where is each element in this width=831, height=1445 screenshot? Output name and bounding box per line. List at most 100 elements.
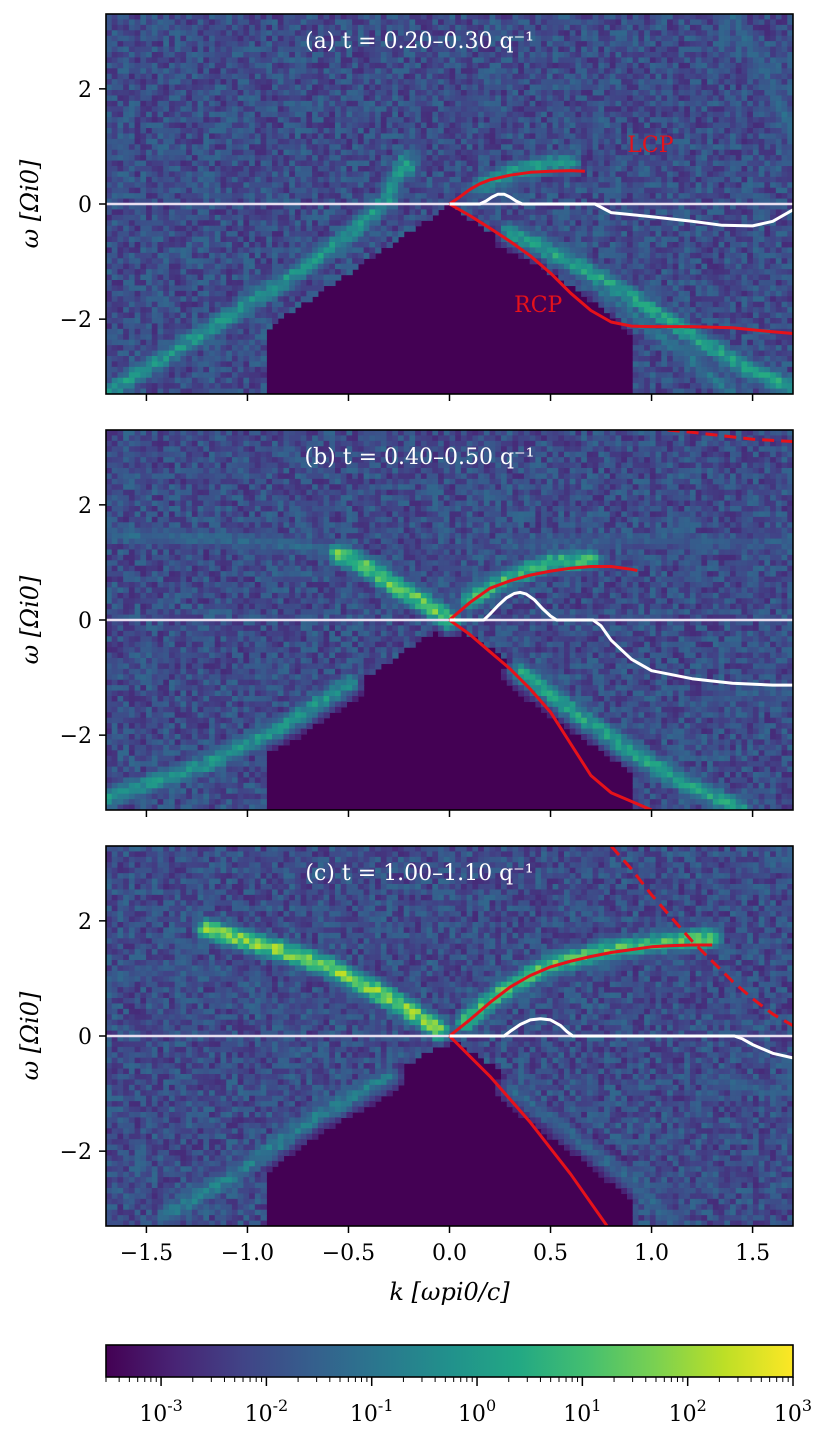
heatmap-cell <box>117 79 124 86</box>
heatmap-cell <box>163 166 170 173</box>
heatmap-cell <box>146 350 153 357</box>
heatmap-cell <box>415 100 422 107</box>
heatmap-cell <box>386 46 393 53</box>
heatmap-cell <box>226 187 233 194</box>
heatmap-cell <box>146 269 153 276</box>
heatmap-cell <box>621 285 628 292</box>
heatmap-cell <box>426 111 433 118</box>
heatmap-cell <box>226 100 233 107</box>
heatmap-cell <box>220 193 227 200</box>
heatmap-cell <box>552 171 559 178</box>
heatmap-cell <box>128 198 136 205</box>
heatmap-cell <box>415 122 422 129</box>
heatmap-cell <box>495 68 502 75</box>
heatmap-cell <box>420 187 428 194</box>
heatmap-cell <box>518 209 525 216</box>
heatmap-cell <box>214 263 222 270</box>
heatmap-cell <box>369 46 376 53</box>
heatmap-cell <box>529 144 536 151</box>
heatmap-cell <box>569 24 577 31</box>
heatmap-cell <box>323 280 330 287</box>
heatmap-cell <box>352 149 359 156</box>
heatmap-cell <box>117 328 124 335</box>
heatmap-cell <box>598 209 605 216</box>
heatmap-cell <box>151 366 159 373</box>
heatmap-cell <box>621 290 628 297</box>
heatmap-cell <box>375 182 382 189</box>
heatmap-cell <box>237 356 244 363</box>
heatmap-cell <box>621 236 628 243</box>
heatmap-cell <box>123 290 130 297</box>
heatmap-cell <box>483 193 491 200</box>
heatmap-cell <box>363 166 370 173</box>
heatmap-cell <box>243 290 250 297</box>
heatmap-cell <box>140 166 147 173</box>
heatmap-cell <box>111 301 119 308</box>
heatmap-cell <box>157 79 164 86</box>
heatmap-cell <box>106 334 113 341</box>
heatmap-cell <box>535 35 542 42</box>
heatmap-cell <box>420 171 428 178</box>
heatmap-cell <box>375 46 382 53</box>
heatmap-cell <box>163 252 170 259</box>
heatmap-cell <box>592 133 599 140</box>
heatmap-cell <box>323 19 330 26</box>
heatmap-cell <box>214 35 222 42</box>
heatmap-cell <box>237 84 244 91</box>
heatmap-cell <box>157 73 164 80</box>
heatmap-cell <box>306 111 313 118</box>
heatmap-cell <box>111 361 119 368</box>
heatmap-cell <box>386 198 393 205</box>
heatmap-cell <box>283 269 290 276</box>
heatmap-cell <box>249 14 256 21</box>
heatmap-cell <box>254 171 262 178</box>
heatmap-cell <box>357 122 365 129</box>
heatmap-cell <box>581 236 588 243</box>
heatmap-cell <box>615 296 622 303</box>
heatmap-cell <box>140 318 147 325</box>
heatmap-cell <box>380 35 388 42</box>
heatmap-cell <box>226 318 233 325</box>
heatmap-cell <box>335 133 342 140</box>
heatmap-cell <box>438 149 445 156</box>
heatmap-cell <box>443 187 451 194</box>
heatmap-cell <box>123 209 130 216</box>
heatmap-cell <box>323 220 330 227</box>
heatmap-cell <box>191 307 199 314</box>
heatmap-cell <box>432 19 439 26</box>
heatmap-cell <box>237 242 244 249</box>
heatmap-cell <box>598 79 605 86</box>
heatmap-cell <box>512 46 519 53</box>
heatmap-cell <box>168 62 176 69</box>
heatmap-cell <box>609 182 617 189</box>
heatmap-cell <box>523 182 531 189</box>
heatmap-cell <box>615 290 622 297</box>
heatmap-cell <box>260 24 267 31</box>
heatmap-cell <box>586 209 594 216</box>
heatmap-cell <box>523 252 531 259</box>
heatmap-cell <box>609 258 617 265</box>
heatmap-cell <box>569 100 577 107</box>
heatmap-cell <box>369 171 376 178</box>
heatmap-cell <box>123 350 130 357</box>
heatmap-cell <box>174 328 182 335</box>
heatmap-cell <box>581 14 588 21</box>
heatmap-cell <box>146 366 153 373</box>
heatmap-cell <box>231 318 239 325</box>
heatmap-cell <box>231 149 239 156</box>
heatmap-cell <box>506 79 514 86</box>
heatmap-cell <box>312 128 319 135</box>
heatmap-cell <box>146 133 153 140</box>
heatmap-cell <box>134 122 141 129</box>
heatmap-cell <box>260 258 267 265</box>
heatmap-cell <box>489 35 496 42</box>
heatmap-cell <box>186 193 193 200</box>
heatmap-cell <box>460 111 468 118</box>
heatmap-cell <box>369 57 376 64</box>
heatmap-cell <box>117 144 124 151</box>
heatmap-cell <box>323 122 330 129</box>
heatmap-cell <box>197 356 204 363</box>
heatmap-cell <box>168 323 176 330</box>
heatmap-cell <box>569 133 577 140</box>
heatmap-cell <box>289 46 296 53</box>
